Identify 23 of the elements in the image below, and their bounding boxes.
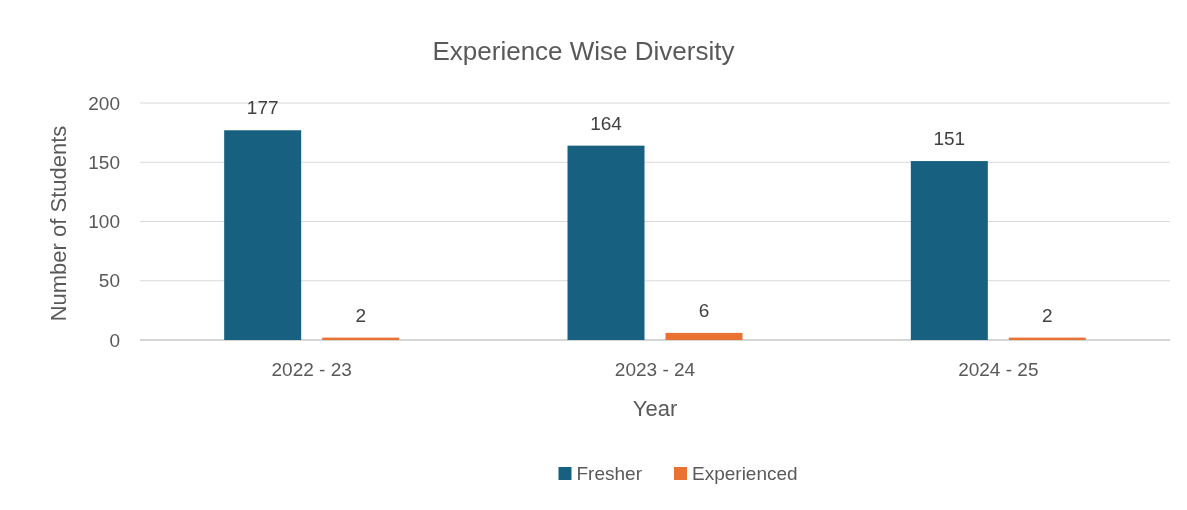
x-tick-label: 2023 - 24 xyxy=(614,359,696,380)
x-tick-label: 2022 - 23 xyxy=(271,359,352,380)
legend-label: Experienced xyxy=(692,463,798,484)
bar xyxy=(665,332,743,340)
legend-label: Fresher xyxy=(576,463,643,484)
x-axis-title: Year xyxy=(632,396,678,421)
y-tick-label: 150 xyxy=(88,151,120,173)
data-label: 151 xyxy=(933,128,966,150)
y-tick-label: 50 xyxy=(98,270,120,292)
chart-title: Experience Wise Diversity xyxy=(432,36,735,66)
y-tick-label: 0 xyxy=(109,329,120,351)
data-label: 164 xyxy=(590,112,623,134)
data-label: 2 xyxy=(1042,304,1053,326)
y-tick-label: 100 xyxy=(88,211,120,233)
bar xyxy=(567,145,645,340)
y-axis-title: Number of Students xyxy=(46,125,71,322)
bar xyxy=(224,130,302,340)
data-label: 177 xyxy=(246,97,279,119)
y-tick-label: 200 xyxy=(88,92,120,114)
bar xyxy=(910,161,988,340)
x-tick-label: 2024 - 25 xyxy=(958,359,1039,380)
data-label: 6 xyxy=(698,299,710,321)
data-label: 2 xyxy=(355,304,366,326)
